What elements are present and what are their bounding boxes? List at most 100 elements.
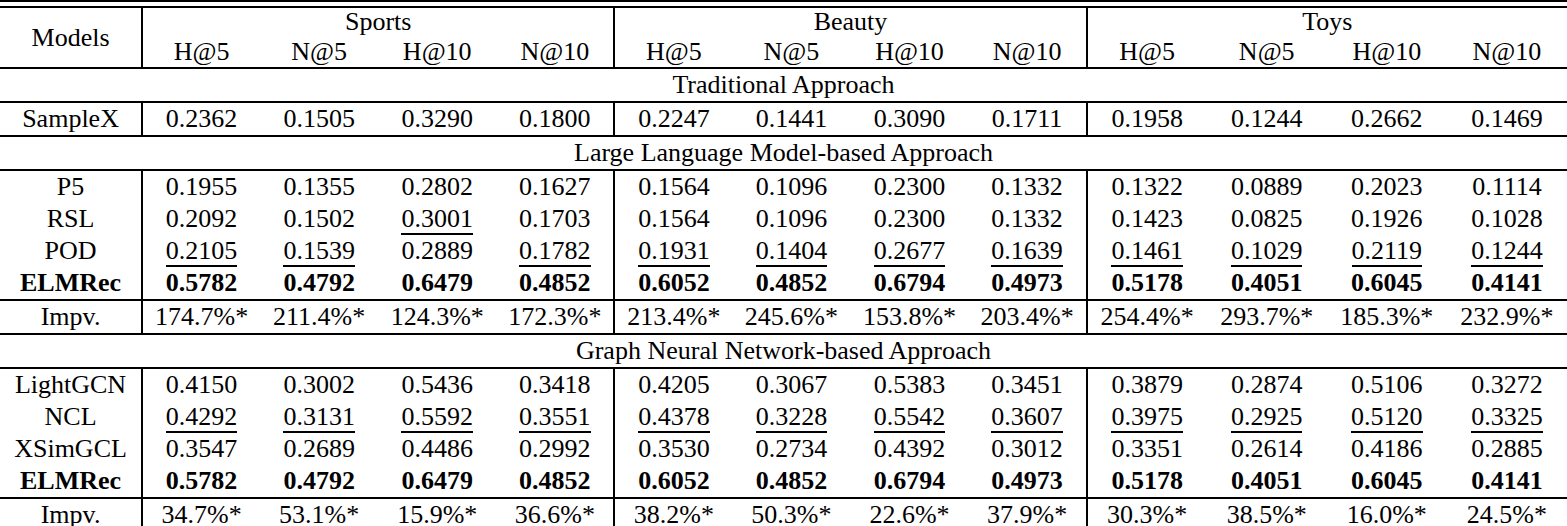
metric-value-toys: 0.2662 (1327, 102, 1447, 136)
section-header-row: Traditional Approach (0, 68, 1567, 102)
metric-value-text: 0.3325 (1471, 403, 1543, 433)
metric-value-sports: 0.2889 (378, 235, 496, 267)
metric-value-sports: 0.4792 (260, 465, 378, 498)
metric-value-text: 0.3418 (519, 370, 591, 399)
metric-value-text: 0.5782 (166, 268, 238, 297)
metric-value-text: 293.7%* (1220, 302, 1313, 331)
metric-value-toys: 0.5178 (1087, 465, 1207, 498)
metric-value-beauty: 0.2734 (732, 433, 850, 465)
model-name: Impv. (0, 300, 142, 334)
metric-value-text: 0.1958 (1111, 104, 1183, 133)
model-name: NCL (0, 401, 142, 433)
metric-value-beauty: 38.2%* (614, 498, 732, 526)
metric-value-beauty: 50.3%* (732, 498, 850, 526)
table-row: ELMRec0.57820.47920.64790.48520.60520.48… (0, 267, 1567, 300)
metric-value-toys: 30.3%* (1087, 498, 1207, 526)
paper-table-wrapper: Models Sports Beauty Toys H@5 N@5 H@10 N… (0, 0, 1567, 526)
metric-value-toys: 0.1423 (1087, 203, 1207, 235)
metric-value-text: 0.4792 (283, 268, 355, 297)
metric-value-beauty: 0.4973 (969, 465, 1087, 498)
metric-value-beauty: 0.2677 (850, 235, 968, 267)
metric-value-toys: 232.9%* (1447, 300, 1567, 334)
metric-value-toys: 0.1469 (1447, 102, 1567, 136)
metric-value-beauty: 0.3012 (969, 433, 1087, 465)
table-body: Traditional ApproachSampleX0.23620.15050… (0, 68, 1567, 526)
metric-value-text: 0.1355 (283, 172, 355, 201)
metric-value-toys: 16.0%* (1327, 498, 1447, 526)
metric-value-text: 0.2992 (519, 434, 591, 463)
model-name: POD (0, 235, 142, 267)
table-row: SampleX0.23620.15050.32900.18000.22470.1… (0, 102, 1567, 136)
metric-value-text: 0.1332 (991, 204, 1063, 233)
metric-value-text: 0.2802 (401, 172, 473, 201)
metric-value-beauty: 0.4852 (732, 465, 850, 498)
section-header-row: Graph Neural Network-based Approach (0, 334, 1567, 368)
metric-value-text: 0.6794 (874, 268, 946, 297)
metric-value-sports: 0.3131 (260, 401, 378, 433)
metric-value-sports: 0.4852 (496, 465, 614, 498)
metric-value-toys: 254.4%* (1087, 300, 1207, 334)
metric-value-sports: 0.5436 (378, 368, 496, 401)
metric-value-sports: 211.4%* (260, 300, 378, 334)
metric-value-text: 0.1926 (1351, 204, 1423, 233)
metric-value-text: 0.1800 (519, 104, 591, 133)
metric-value-text: 0.4392 (874, 434, 946, 463)
metric-value-text: 0.2105 (166, 237, 238, 267)
metric-value-text: 0.2023 (1351, 172, 1423, 201)
metric-value-text: 0.4852 (519, 268, 591, 297)
metric-value-text: 37.9%* (987, 500, 1067, 526)
metric-value-text: 0.1322 (1111, 172, 1183, 201)
metric-value-text: 0.1564 (638, 204, 710, 233)
metric-value-text: 0.1469 (1471, 104, 1543, 133)
metric-value-text: 0.2885 (1471, 434, 1543, 463)
section-header-row: Large Language Model-based Approach (0, 136, 1567, 170)
metric-value-text: 0.5592 (401, 403, 473, 433)
metric-value-text: 0.5120 (1351, 403, 1423, 433)
col-header-toys-h5: H@5 (1087, 36, 1207, 68)
metric-value-text: 153.8%* (863, 302, 956, 331)
metric-value-text: 0.2689 (283, 434, 355, 463)
table-row: NCL0.42920.31310.55920.35510.43780.32280… (0, 401, 1567, 433)
metric-value-sports: 0.1782 (496, 235, 614, 267)
metric-value-text: 124.3%* (391, 302, 484, 331)
metric-value-sports: 0.1539 (260, 235, 378, 267)
model-name: ELMRec (0, 267, 142, 300)
metric-value-text: 0.4051 (1231, 268, 1303, 297)
metric-value-toys: 0.4141 (1447, 465, 1567, 498)
metric-value-toys: 0.3351 (1087, 433, 1207, 465)
metric-value-text: 185.3%* (1340, 302, 1433, 331)
metric-value-sports: 0.4852 (496, 267, 614, 300)
metric-value-text: 0.4852 (756, 466, 828, 495)
section-title: Graph Neural Network-based Approach (0, 334, 1567, 368)
metric-value-text: 0.5106 (1351, 370, 1423, 399)
metric-value-toys: 0.3975 (1087, 401, 1207, 433)
model-name: XSimGCL (0, 433, 142, 465)
metric-value-beauty: 0.1564 (614, 170, 732, 203)
metric-value-text: 0.3272 (1471, 370, 1543, 399)
metric-value-toys: 0.2874 (1207, 368, 1327, 401)
metric-value-beauty: 0.2300 (850, 203, 968, 235)
metric-value-text: 0.6052 (638, 466, 710, 495)
metric-value-toys: 0.0889 (1207, 170, 1327, 203)
metric-value-sports: 0.4292 (142, 401, 260, 433)
metric-value-text: 0.4378 (638, 403, 710, 433)
metric-value-toys: 0.4051 (1207, 267, 1327, 300)
metric-value-text: 0.1096 (756, 172, 828, 201)
metric-value-beauty: 0.1441 (732, 102, 850, 136)
metric-value-sports: 0.5782 (142, 267, 260, 300)
metric-value-text: 0.1539 (283, 237, 355, 267)
metric-value-sports: 0.3547 (142, 433, 260, 465)
metric-value-toys: 293.7%* (1207, 300, 1327, 334)
metric-value-beauty: 0.1096 (732, 170, 850, 203)
metric-value-sports: 0.4150 (142, 368, 260, 401)
metric-value-text: 0.5782 (166, 466, 238, 495)
metric-value-sports: 0.1703 (496, 203, 614, 235)
metric-value-sports: 34.7%* (142, 498, 260, 526)
metric-value-beauty: 0.4392 (850, 433, 968, 465)
metric-value-text: 0.4141 (1471, 268, 1543, 297)
col-header-beauty-h5: H@5 (614, 36, 732, 68)
metric-value-text: 0.2734 (756, 434, 828, 463)
metric-value-text: 0.1332 (991, 172, 1063, 201)
metric-value-beauty: 0.3451 (969, 368, 1087, 401)
metric-value-beauty: 0.3530 (614, 433, 732, 465)
